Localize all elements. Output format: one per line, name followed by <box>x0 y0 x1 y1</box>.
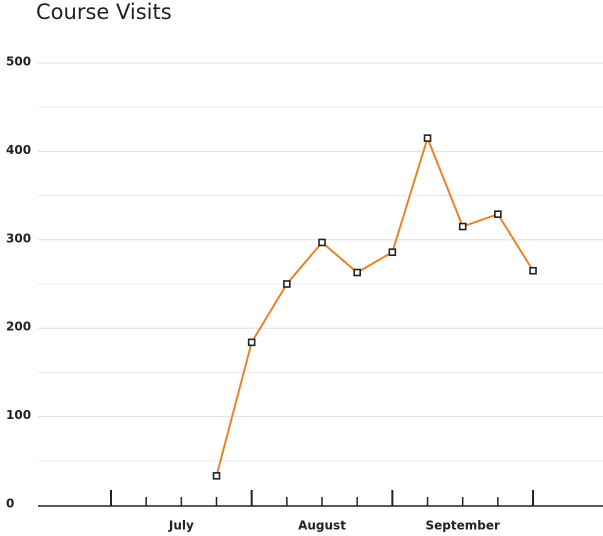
y-tick-label: 500 <box>6 55 31 69</box>
y-tick-label: 100 <box>6 408 31 422</box>
y-tick-label: 0 <box>6 497 14 511</box>
point-marker <box>247 338 256 347</box>
point-marker <box>529 266 537 275</box>
y-tick-label: 400 <box>6 143 31 157</box>
series-line <box>215 135 534 477</box>
x-month-label: August <box>298 519 346 533</box>
point-marker <box>458 222 467 231</box>
x-month-label: July <box>168 519 194 533</box>
point-marker <box>388 248 397 256</box>
y-tick-label: 200 <box>6 320 31 334</box>
point-marker <box>494 210 502 218</box>
point-marker <box>212 472 221 480</box>
x-month-label: September <box>425 519 499 533</box>
chart-title: Course Visits <box>36 0 172 24</box>
point-marker <box>353 268 361 277</box>
point-marker <box>423 134 432 142</box>
point-marker <box>318 238 326 247</box>
y-tick-label: 300 <box>6 231 31 245</box>
point-marker <box>283 280 291 288</box>
